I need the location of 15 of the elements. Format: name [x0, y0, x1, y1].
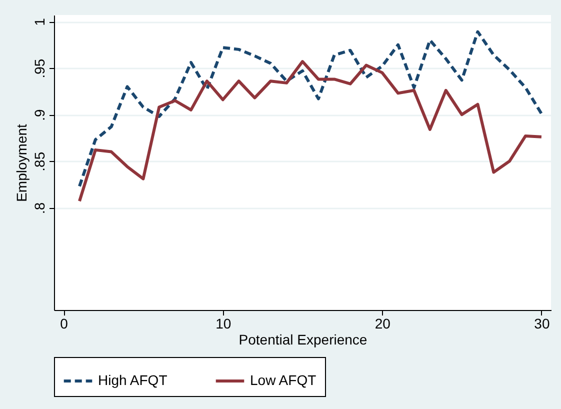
x-axis-title: Potential Experience — [238, 332, 368, 348]
x-tick-label: 0 — [60, 316, 68, 332]
x-tick-label: 30 — [534, 316, 550, 332]
y-tick-label: .8 — [32, 202, 48, 214]
y-axis-title: Employment — [14, 124, 30, 202]
x-tick-label: 10 — [216, 316, 232, 332]
line-series — [78, 60, 543, 203]
y-tick-label: .95 — [32, 58, 48, 78]
x-tick-label: 20 — [374, 316, 391, 332]
y-tick-label: .9 — [32, 109, 48, 121]
legend-label: High AFQT — [98, 372, 168, 388]
line-series — [78, 30, 543, 188]
y-tick-label: 1 — [32, 18, 48, 26]
legend-label: Low AFQT — [250, 372, 317, 388]
y-tick-label: .85 — [32, 152, 48, 172]
